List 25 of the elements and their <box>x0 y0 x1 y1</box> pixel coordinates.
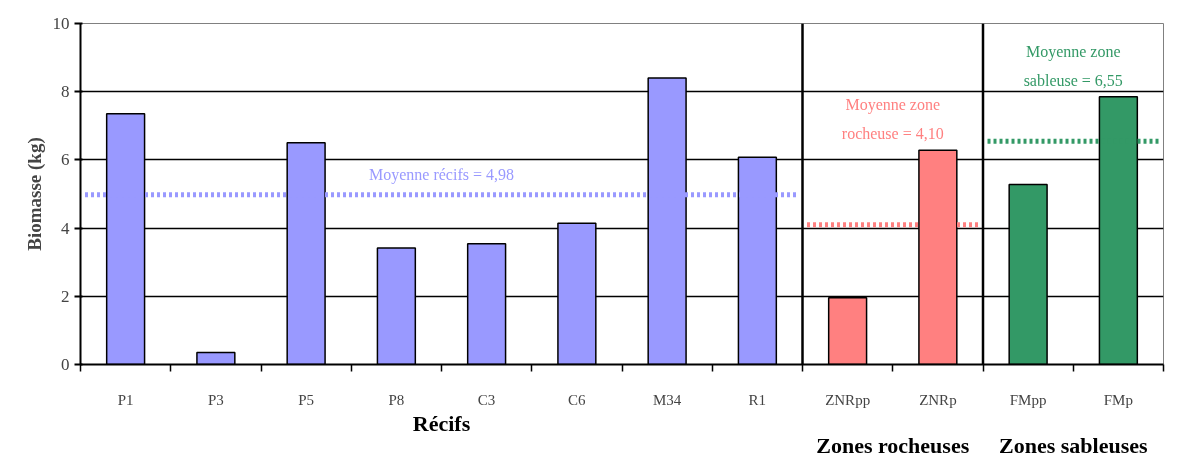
x-tick-label: P8 <box>388 391 405 408</box>
x-tick-label: C3 <box>477 391 496 408</box>
x-tick-label: P5 <box>298 391 315 408</box>
text: Récifs <box>412 410 471 436</box>
ref-line-label: Moyenne zone rocheuse = 4,10 <box>841 96 944 143</box>
ref-line-label: Moyenne récifs = 4,98 <box>369 165 514 184</box>
x-tick-label: P1 <box>117 391 134 408</box>
x-tick-label: FMpp <box>1009 391 1047 408</box>
y-tick-label: 0 <box>61 355 70 374</box>
text: Zones sableuses <box>998 433 1148 458</box>
y-tick-label: 6 <box>61 150 70 170</box>
ref-line-label: Moyenne zone sableuse = 6,55 <box>1023 42 1123 89</box>
x-tick-label: M34 <box>652 391 682 408</box>
x-tick-label: C6 <box>568 391 587 408</box>
x-tick-label: ZNRpp <box>825 391 871 408</box>
x-tick-label: R1 <box>748 391 767 408</box>
y-axis-title: Biomasse (kg) <box>23 137 46 251</box>
text: Zones rocheuses <box>816 433 970 458</box>
x-tick-label: P3 <box>207 391 224 408</box>
y-tick-label: 2 <box>61 286 70 306</box>
y-tick-label: 4 <box>61 218 70 238</box>
x-tick-label: FMp <box>1103 391 1133 408</box>
y-tick-label: 8 <box>61 82 70 102</box>
y-tick-label: 10 <box>52 14 70 33</box>
x-tick-label: ZNRp <box>919 391 957 408</box>
